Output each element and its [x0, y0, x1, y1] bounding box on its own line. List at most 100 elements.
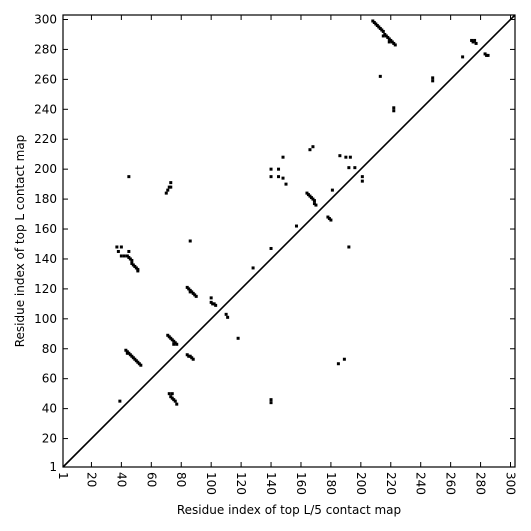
point [130, 258, 134, 262]
y-tick-label: 1 [49, 460, 57, 474]
point [431, 76, 435, 80]
point [188, 290, 192, 294]
point [347, 245, 351, 249]
y-tick-label: 60 [42, 372, 57, 386]
y-tick-label: 300 [34, 12, 57, 26]
point [269, 398, 273, 402]
point [269, 401, 273, 405]
point [342, 357, 346, 361]
y-tick-label: 100 [34, 312, 57, 326]
point [191, 357, 195, 361]
x-tick-label: 180 [324, 472, 338, 495]
point [116, 249, 120, 253]
point [127, 175, 131, 179]
y-tick-label: 280 [34, 42, 57, 56]
point [461, 55, 465, 59]
x-tick-label: 260 [444, 472, 458, 495]
point [169, 181, 173, 185]
point [392, 109, 396, 113]
x-tick-label: 120 [234, 472, 248, 495]
point [169, 185, 173, 189]
point [269, 246, 273, 250]
y-axis-label: Residue index of top L contact map [13, 135, 27, 348]
x-tick-label: 300 [504, 472, 518, 495]
point [214, 303, 218, 307]
diagonal [62, 14, 516, 468]
point [226, 315, 230, 319]
point [127, 249, 131, 253]
point [269, 167, 273, 171]
y-tick-label: 200 [34, 162, 57, 176]
point [122, 254, 126, 258]
x-tick-label: 20 [84, 472, 98, 487]
point [284, 182, 288, 186]
point [347, 166, 351, 170]
point [139, 363, 143, 367]
point [344, 155, 348, 159]
point [173, 399, 177, 403]
x-tick-label: 1 [56, 472, 70, 480]
plot-frame [62, 14, 516, 468]
point [329, 218, 333, 222]
point [175, 342, 179, 346]
point [360, 175, 364, 179]
point [167, 392, 171, 396]
point [136, 269, 140, 273]
y-tick-label: 120 [34, 282, 57, 296]
y-tick-label: 180 [34, 192, 57, 206]
y-tick-label: 40 [42, 402, 57, 416]
x-tick-label: 220 [384, 472, 398, 495]
point [269, 175, 273, 179]
x-tick-label: 280 [474, 472, 488, 495]
point [381, 34, 385, 38]
point [119, 254, 123, 258]
y-tick-label: 80 [42, 342, 57, 356]
y-tick-label: 240 [34, 102, 57, 116]
point [115, 245, 119, 249]
x-tick-label: 60 [144, 472, 158, 487]
y-tick-label: 220 [34, 132, 57, 146]
point [251, 266, 255, 270]
x-tick-label: 80 [174, 472, 188, 487]
point [360, 179, 364, 183]
point [277, 167, 281, 171]
point [314, 203, 318, 207]
x-axis-label: Residue index of top L/5 contact map [177, 503, 401, 517]
point [393, 43, 397, 47]
y-tick-label: 260 [34, 72, 57, 86]
point [166, 188, 170, 192]
y-tick-label: 20 [42, 432, 57, 446]
point [119, 245, 123, 249]
point [308, 148, 312, 152]
point [474, 41, 478, 45]
y-tick-label: 140 [34, 252, 57, 266]
point [125, 351, 129, 355]
x-tick-label: 200 [354, 472, 368, 495]
point [277, 175, 281, 179]
point [378, 74, 382, 78]
point [338, 154, 342, 158]
point [194, 294, 198, 298]
point [236, 336, 240, 340]
x-tick-label: 160 [294, 472, 308, 495]
point [486, 53, 490, 57]
point [387, 40, 391, 44]
point [164, 191, 168, 195]
point [312, 199, 316, 203]
point [281, 155, 285, 159]
point [118, 399, 122, 403]
x-tick-label: 240 [414, 472, 428, 495]
point [188, 239, 192, 243]
x-tick-label: 100 [204, 472, 218, 495]
point [170, 392, 174, 396]
point [392, 106, 396, 110]
point [294, 224, 298, 228]
point [311, 145, 315, 149]
point [431, 79, 435, 83]
point [175, 402, 179, 406]
x-tick-label: 140 [264, 472, 278, 495]
point [330, 188, 334, 192]
point [172, 342, 176, 346]
point [281, 176, 285, 180]
